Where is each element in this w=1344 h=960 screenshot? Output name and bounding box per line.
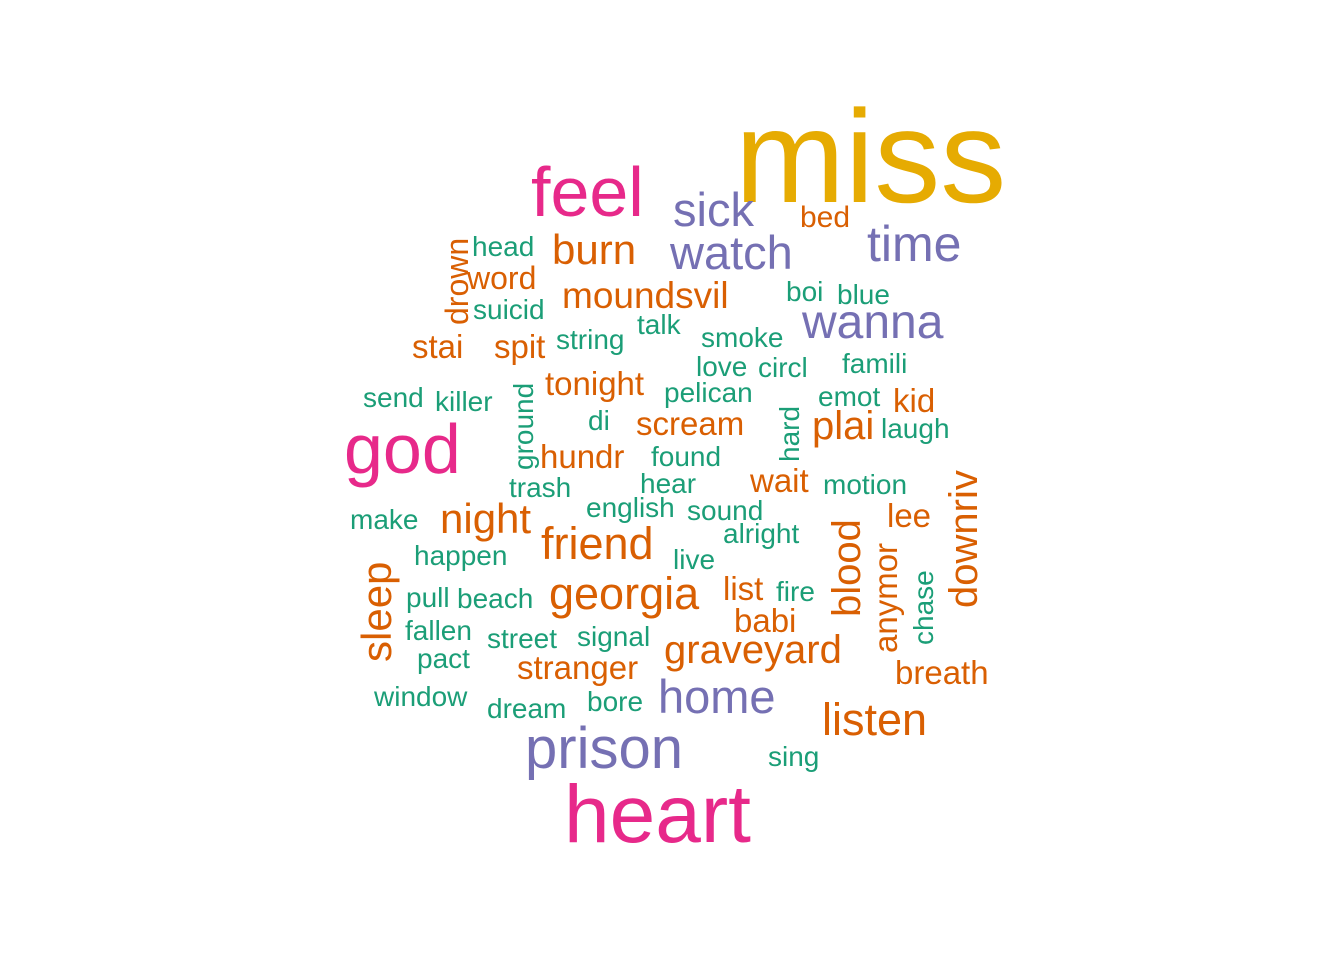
word-motion: motion [823,469,908,500]
word-street: street [487,623,558,654]
word-stranger: stranger [517,649,639,686]
word-graveyard: graveyard [664,628,842,672]
word-georgia: georgia [549,568,700,619]
word-plai: plai [812,404,875,448]
word-friend: friend [541,518,654,569]
word-wanna: wanna [802,296,944,349]
word-pact: pact [417,643,470,674]
word-window: window [374,681,468,712]
word-found: found [651,441,722,472]
word-sick: sick [673,183,754,236]
word-circl: circl [758,352,808,383]
word-dream: dream [487,693,567,724]
word-killer: killer [435,386,493,417]
word-pull: pull [406,582,450,613]
word-moundsvil: moundsvil [562,275,729,316]
word-smoke: smoke [701,322,784,353]
word-famili: famili [842,348,908,379]
word-pelican: pelican [664,377,753,408]
word-feel: feel [531,153,644,231]
word-word: word [467,260,537,296]
word-head: head [472,231,535,262]
word-home: home [658,670,776,723]
word-blood: blood [825,519,869,617]
word-scream: scream [636,405,745,442]
word-miss: miss [735,83,1007,230]
word-sleep: sleep [353,561,400,662]
word-kid: kid [893,382,936,419]
word-bed: bed [800,201,851,234]
word-god: god [344,410,461,488]
word-watch: watch [670,226,793,279]
word-di: di [588,405,610,436]
word-spit: spit [494,328,546,365]
word-tonight: tonight [545,365,645,402]
word-make: make [350,504,419,535]
word-hundr: hundr [540,438,625,475]
word-downriv: downriv [942,470,986,608]
word-love: love [696,351,748,382]
word-heart: heart [564,769,751,860]
word-breath: breath [895,654,989,691]
word-trash: trash [509,472,572,503]
word-english: english [586,492,675,523]
word-time: time [867,216,962,272]
word-lee: lee [887,497,932,534]
word-suicid: suicid [473,294,545,325]
word-babi: babi [734,602,797,639]
word-string: string [556,324,625,355]
word-send: send [363,382,424,413]
word-happen: happen [414,540,508,571]
word-bore: bore [587,686,644,717]
word-prison: prison [525,716,683,781]
word-boi: boi [786,276,824,307]
word-chase: chase [908,570,939,645]
word-blue: blue [837,279,890,310]
word-night: night [440,495,532,542]
word-listen: listen [822,694,928,745]
word-fallen: fallen [405,615,472,646]
word-beach: beach [457,583,534,614]
word-hard: hard [774,405,805,462]
word-signal: signal [577,621,651,652]
word-sound: sound [687,495,764,526]
word-emot: emot [818,381,881,412]
word-alright: alright [723,518,800,549]
word-ground: ground [508,382,539,470]
word-live: live [673,544,716,575]
word-stai: stai [412,328,464,365]
word-hear: hear [640,468,697,499]
word-sing: sing [768,741,820,772]
word-list: list [723,570,764,607]
word-laugh: laugh [881,413,950,444]
word-burn: burn [552,226,637,273]
word-anymor: anymor [867,542,904,653]
word-fire: fire [776,576,815,607]
word-drown: drown [439,237,475,325]
word-wait: wait [750,462,809,499]
word-talk: talk [637,309,681,340]
